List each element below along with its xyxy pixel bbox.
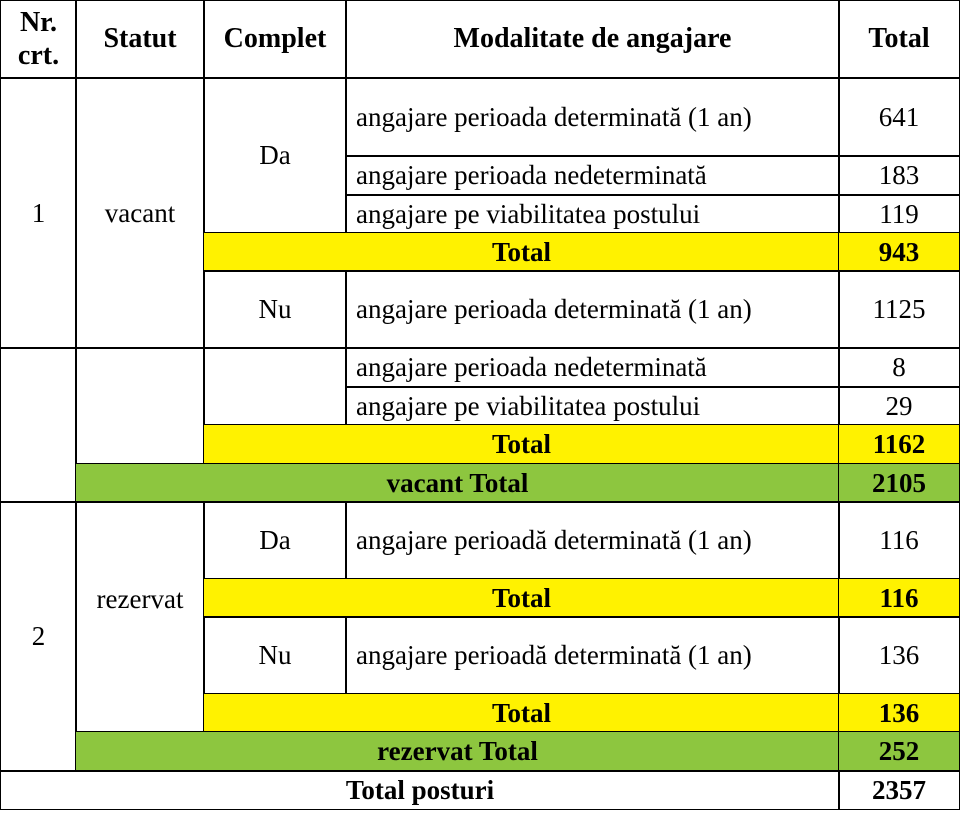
- complet-cell: Nu: [203, 616, 347, 695]
- subtotal-value: 1162: [838, 424, 960, 465]
- total-cell: 641: [838, 77, 960, 157]
- subtotal-value: 116: [838, 578, 960, 618]
- modalitate-cell: angajare perioada nedeterminată: [345, 155, 840, 196]
- section-total-label: rezervat Total: [75, 731, 840, 772]
- modalitate-cell: angajare perioada determinată (1 an): [345, 270, 840, 349]
- complet-cell: Da: [203, 501, 347, 580]
- subtotal-label: Total: [203, 693, 840, 733]
- subtotal-value: 136: [838, 693, 960, 733]
- empty-cell: [0, 347, 77, 503]
- modalitate-cell: angajare perioada nedeterminată: [345, 347, 840, 388]
- complet-cell: Da: [203, 77, 347, 234]
- empty-cell: [203, 347, 347, 426]
- nr-cell: 1: [0, 77, 77, 349]
- total-cell: 29: [838, 386, 960, 426]
- modalitate-cell: angajare pe viabilitatea postului: [345, 194, 840, 234]
- header-cell: Statut: [75, 0, 205, 79]
- statut-cell: vacant: [75, 77, 205, 349]
- subtotal-label: Total: [203, 232, 840, 272]
- header-cell: Total: [838, 0, 960, 79]
- statut-cell: rezervat: [75, 501, 205, 733]
- empty-cell: [75, 347, 205, 465]
- nr-cell: 2: [0, 501, 77, 772]
- subtotal-value: 943: [838, 232, 960, 272]
- total-cell: 1125: [838, 270, 960, 349]
- grand-total-label: Total posturi: [0, 770, 840, 810]
- section-total-value: 252: [838, 731, 960, 772]
- total-cell: 116: [838, 501, 960, 580]
- section-total-label: vacant Total: [75, 463, 840, 503]
- modalitate-cell: angajare perioadă determinată (1 an): [345, 501, 840, 580]
- total-cell: 119: [838, 194, 960, 234]
- section-total-value: 2105: [838, 463, 960, 503]
- total-cell: 8: [838, 347, 960, 388]
- modalitate-cell: angajare pe viabilitatea postului: [345, 386, 840, 426]
- total-cell: 183: [838, 155, 960, 196]
- subtotal-label: Total: [203, 424, 840, 465]
- modalitate-cell: angajare perioadă determinată (1 an): [345, 616, 840, 695]
- modalitate-cell: angajare perioada determinată (1 an): [345, 77, 840, 157]
- header-cell: Modalitate de angajare: [345, 0, 840, 79]
- header-cell: Nr. crt.: [0, 0, 77, 79]
- header-cell: Complet: [203, 0, 347, 79]
- complet-cell: Nu: [203, 270, 347, 349]
- subtotal-label: Total: [203, 578, 840, 618]
- grand-total-value: 2357: [838, 770, 960, 810]
- total-cell: 136: [838, 616, 960, 695]
